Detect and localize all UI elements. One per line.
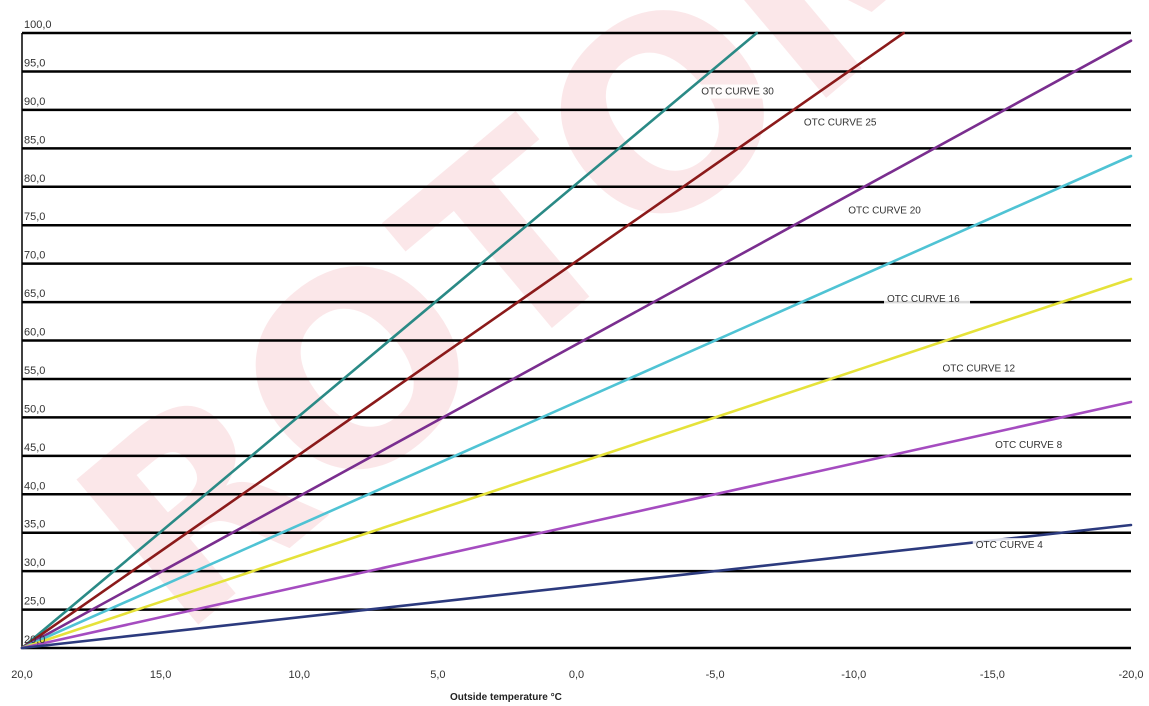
watermark: ROTOM	[26, 0, 1046, 687]
series-label-3: OTC CURVE 20	[848, 206, 921, 217]
grid	[21, 31, 1131, 650]
y-tick-label: 80,0	[24, 173, 45, 185]
x-tick-label: 15,0	[150, 669, 171, 681]
y-tick-label: 45,0	[24, 442, 45, 454]
y-tick-label: 20,0	[24, 634, 45, 646]
series-line-3	[20, 39, 1133, 650]
x-tick-label: 0,0	[569, 669, 584, 681]
series-label-bg	[992, 438, 1079, 453]
series-line-4	[20, 154, 1133, 650]
series-label-2: OTC CURVE 25	[804, 117, 877, 128]
x-tick-label: 5,0	[430, 669, 445, 681]
series-label-bg	[972, 538, 1059, 553]
y-tick-label: 35,0	[24, 519, 45, 531]
y-tick-label: 75,0	[24, 211, 45, 223]
series-label-1: OTC CURVE 30	[701, 87, 774, 98]
y-tick-label: 70,0	[24, 250, 45, 262]
y-tick-label: 95,0	[24, 57, 45, 69]
series-label-bg	[939, 361, 1026, 376]
y-tick-label: 60,0	[24, 327, 45, 339]
series-label-bg	[845, 203, 932, 218]
series-label-bg	[698, 84, 785, 99]
x-tick-label: -5,0	[706, 669, 725, 681]
series-line-6	[20, 400, 1133, 650]
series-label-6: OTC CURVE 8	[995, 440, 1062, 451]
y-tick-label: 90,0	[24, 96, 45, 108]
curve-labels: OTC CURVE 30 OTC CURVE 25 OTC CURVE 20 OTC …	[698, 84, 1079, 553]
series-label-4: OTC CURVE 16	[887, 294, 960, 305]
x-tick-label: -20,0	[1118, 669, 1143, 681]
y-tick-label: 40,0	[24, 480, 45, 492]
series-label-5: OTC CURVE 12	[942, 363, 1015, 374]
y-tick-label: 25,0	[24, 596, 45, 608]
series-line-2	[20, 31, 905, 650]
curves	[20, 31, 1133, 650]
x-tick-label: 10,0	[289, 669, 310, 681]
series-label-bg	[884, 292, 971, 307]
y-tick-label: 55,0	[24, 365, 45, 377]
series-label-bg	[800, 115, 887, 130]
series-label-7: OTC CURVE 4	[976, 540, 1043, 551]
y-tick-label: 30,0	[24, 557, 45, 569]
x-axis-label: Outside temperature °C	[450, 692, 562, 703]
y-tick-label: 50,0	[24, 403, 45, 415]
series-line-7	[20, 523, 1133, 650]
x-tick-labels: 20,0 15,0 10,0 5,0 0,0 -5,0 -10,0 -15,0 -20,0	[11, 669, 1143, 681]
svg-text:ROTOM: ROTOM	[26, 0, 1046, 687]
y-tick-label: 100,0	[24, 19, 52, 31]
x-tick-label: -15,0	[980, 669, 1005, 681]
y-tick-label: 85,0	[24, 134, 45, 146]
series-line-5	[20, 277, 1133, 650]
y-tick-label: 65,0	[24, 288, 45, 300]
x-tick-label: 20,0	[11, 669, 32, 681]
x-tick-label: -10,0	[841, 669, 866, 681]
series-line-1	[20, 31, 759, 650]
y-tick-labels: 20,0 25,0 30,0 35,0 40,0 45,0 50,0 55,0 60,0 65,0…	[24, 19, 52, 646]
